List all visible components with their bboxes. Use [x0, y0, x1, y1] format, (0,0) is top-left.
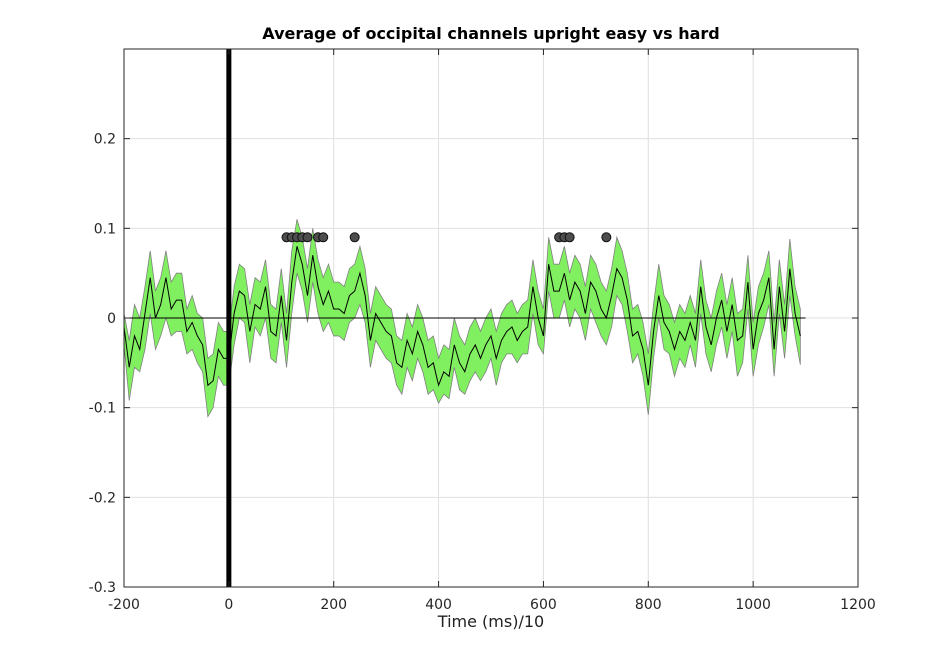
significance-markers-layer: [281, 232, 612, 243]
x-tick-label: 200: [320, 597, 347, 613]
significance-marker: [564, 232, 575, 243]
x-tick-label: 400: [425, 597, 452, 613]
significance-marker: [302, 232, 313, 243]
confidence-band: [123, 219, 801, 418]
y-tick-label: 0.2: [94, 132, 116, 148]
y-tick-label: -0.3: [89, 580, 116, 596]
significance-marker: [318, 232, 329, 243]
significance-marker: [349, 232, 360, 243]
y-tick-label: 0.1: [94, 221, 116, 237]
chart-title: Average of occipital channels upright ea…: [262, 24, 720, 43]
y-tick-label: 0: [107, 311, 116, 327]
y-tick-label: -0.2: [89, 490, 116, 506]
significance-marker: [601, 232, 612, 243]
x-axis-label: Time (ms)/10: [437, 612, 545, 631]
x-tick-label: 1000: [735, 597, 771, 613]
tick-layer: -200 0 200 400 600 800 1000 1200 -0.3 -0.2 -0.1 0 0.…: [89, 49, 876, 613]
confidence-band-layer: [123, 219, 801, 418]
x-tick-label: 0: [224, 597, 233, 613]
mean-series-line: [123, 246, 801, 387]
x-tick-label: 1200: [840, 597, 876, 613]
x-tick-label: -200: [108, 597, 140, 613]
mean-line-layer: [123, 49, 806, 587]
x-tick-label: 600: [530, 597, 557, 613]
x-tick-label: 800: [635, 597, 662, 613]
y-tick-label: -0.1: [89, 401, 116, 417]
